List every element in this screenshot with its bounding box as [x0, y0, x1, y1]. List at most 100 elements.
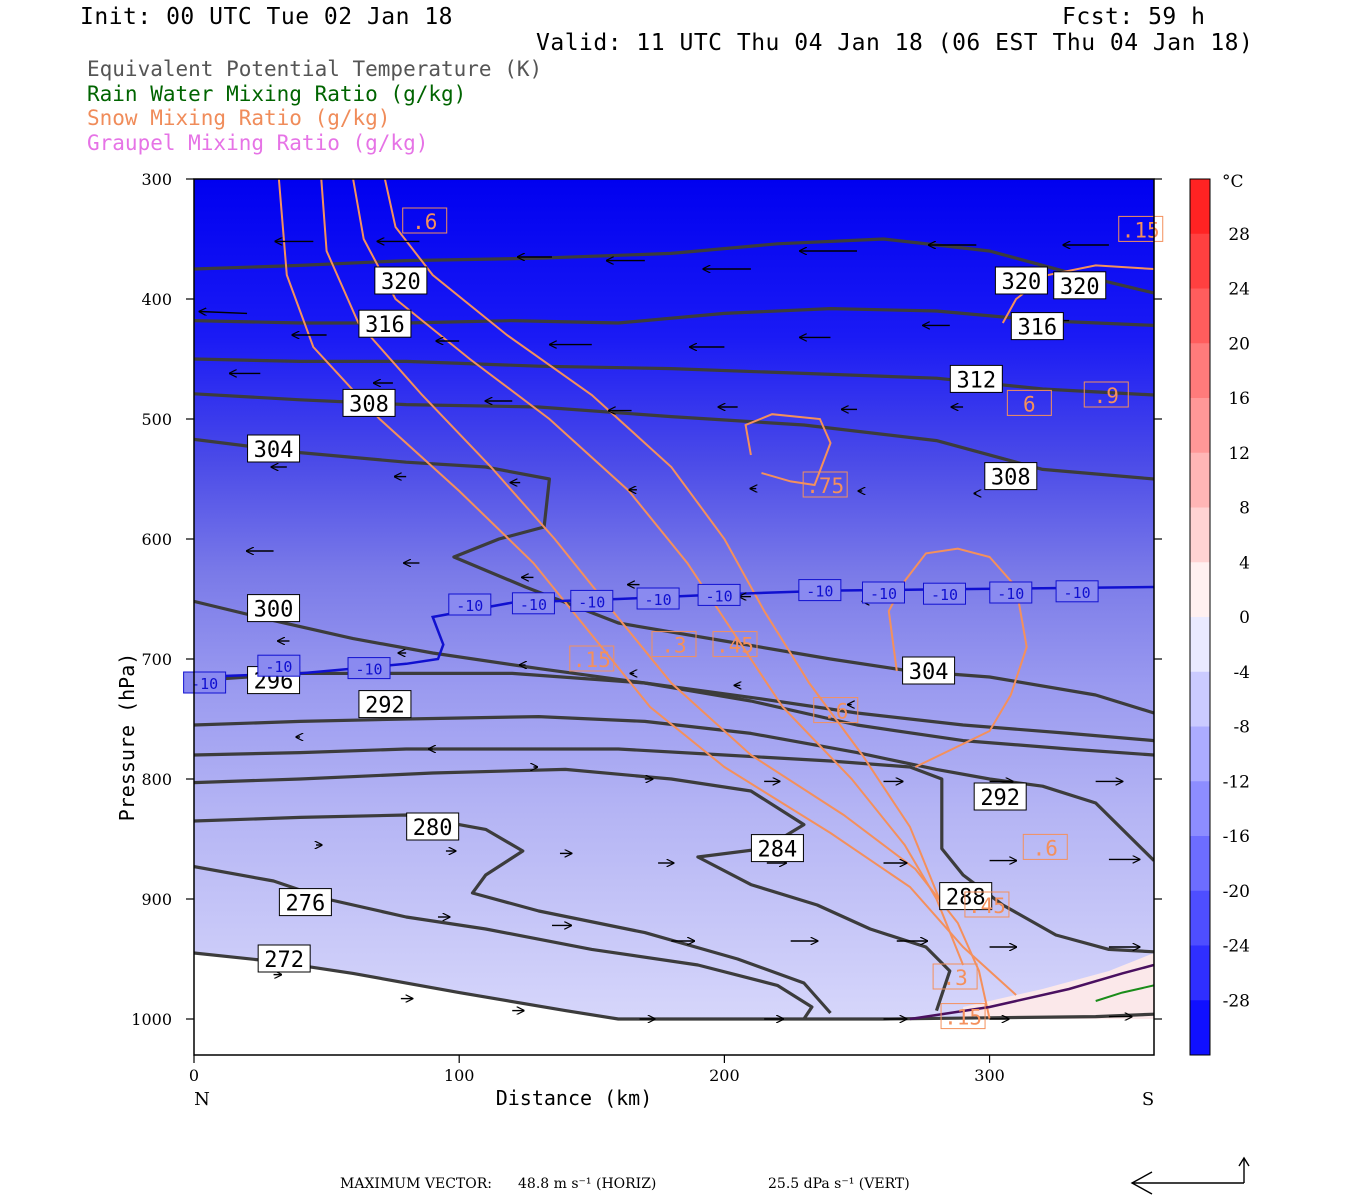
theta-e-label-box: [374, 266, 428, 295]
snow-label-text: .15: [944, 1006, 982, 1030]
isotherm-label-text: -10: [645, 591, 672, 609]
temperature-shading: [194, 179, 1154, 1055]
isotherm-label-box: [697, 583, 741, 606]
snow-label-box: [813, 697, 859, 724]
colorbar-bin: [1190, 507, 1210, 563]
isotherm-label-text: -10: [931, 586, 958, 604]
theta-e-label: 288: [939, 882, 993, 911]
isotherm-label-text: -10: [1064, 584, 1091, 602]
colorbar-tick-label: 28: [1228, 225, 1250, 245]
theta-e-label: 300: [247, 594, 301, 623]
theta-e-label-text: 308: [349, 392, 389, 417]
snow-label-box: [932, 963, 978, 990]
max-vector-label: MAXIMUM VECTOR:: [340, 1176, 492, 1192]
theta-e-label-text: 272: [264, 948, 304, 973]
y-tick-label: 900: [141, 890, 172, 909]
snow-label-box: [651, 631, 697, 658]
theta-e-label-text: 292: [365, 694, 405, 719]
isotherm-label-box: [989, 581, 1033, 604]
snow-label: .45: [712, 631, 758, 658]
legend-snow: Snow Mixing Ratio (g/kg): [87, 106, 391, 130]
snow-label: .9: [1083, 381, 1129, 408]
isotherm-label: -10: [257, 654, 301, 677]
isotherm-label-box: [257, 654, 301, 677]
colorbar-bin: [1190, 343, 1210, 399]
theta-e-label-box: [1053, 271, 1107, 300]
theta-e-label-text: 320: [1002, 270, 1042, 295]
theta-e-label: 280: [406, 812, 460, 841]
theta-e-label-box: [902, 656, 956, 685]
colorbar-tick-label: 4: [1239, 553, 1250, 573]
colorbar-tick-label: -24: [1223, 937, 1250, 957]
snow-label-text: .3: [661, 634, 686, 658]
colorbar-tick-label: 16: [1228, 389, 1250, 409]
wind-vector: [200, 312, 248, 314]
snow-label: .75: [802, 471, 848, 498]
snow-label: .6: [1022, 833, 1068, 860]
y-tick-label: 1000: [131, 1010, 172, 1029]
isotherm-label: -10: [922, 582, 966, 605]
snow-label: .45: [964, 891, 1010, 918]
x-tick-label: 300: [974, 1066, 1005, 1085]
isotherm-label-text: -10: [870, 585, 897, 603]
snow-label-box: [569, 645, 615, 672]
theta-e-label-box: [257, 944, 311, 973]
isotherm-label: -10: [511, 592, 555, 615]
snow-label-box: [940, 1003, 986, 1030]
colorbar-bin: [1190, 1000, 1210, 1056]
y-tick-label: 400: [141, 290, 172, 309]
north-end-label: N: [194, 1089, 210, 1110]
theta-e-label: 316: [358, 309, 412, 338]
theta-e-label-box: [1010, 312, 1064, 341]
snow-label-text: .6: [1033, 836, 1058, 860]
colorbar-tick-label: 12: [1228, 444, 1250, 464]
theta-e-label: 276: [278, 888, 332, 917]
isotherm-label-box: [448, 593, 492, 616]
x-tick-label: 100: [444, 1066, 475, 1085]
isotherm-label: -10: [183, 671, 227, 694]
temperature-colorbar: °C 28 24 20 16 12 8 4 0 -4 -8 -12 -16 -20 -24 -28: [1189, 172, 1250, 1056]
isotherm-label: -10: [448, 593, 492, 616]
isotherm-label-box: [347, 657, 391, 680]
isotherm-label-text: -10: [997, 585, 1024, 603]
theta-e-label: 320: [1053, 271, 1107, 300]
temperature-shading-field: [194, 179, 1154, 1055]
snow-label: .15: [940, 1003, 986, 1030]
theta-e-label-text: 320: [1060, 275, 1100, 300]
theta-e-label-box: [342, 388, 396, 417]
colorbar-tick-label: 20: [1228, 334, 1250, 354]
colorbar-bin: [1190, 945, 1210, 1001]
colorbar-unit: °C: [1222, 172, 1244, 192]
colorbar-bin: [1190, 890, 1210, 946]
theta-e-label-text: 312: [956, 368, 996, 393]
theta-e-contour-316: [194, 307, 1154, 327]
theta-e-label-box: [949, 364, 1003, 393]
theta-e-label: 292: [973, 782, 1027, 811]
colorbar-tick-label: 8: [1239, 499, 1250, 519]
isotherm-label-text: -10: [191, 675, 218, 693]
theta-e-contour-288: [194, 747, 1154, 954]
snow-label-text: .45: [968, 894, 1006, 918]
snow-label: .15: [1118, 215, 1164, 242]
theta-e-label: 320: [374, 266, 428, 295]
theta-e-label-text: 316: [365, 313, 405, 338]
max-horizontal-arrowhead: [1130, 1171, 1153, 1195]
theta-e-label-text: 308: [991, 466, 1031, 491]
y-axis-label: Pressure (hPa): [115, 653, 139, 822]
theta-e-label-text: 276: [286, 892, 326, 917]
snow-label-text: .6: [412, 210, 437, 234]
x-axis-label: Distance (km): [496, 1086, 653, 1110]
colorbar-bin: [1190, 398, 1210, 454]
colorbar-tick-label: -12: [1223, 772, 1250, 792]
theta-e-label-box: [247, 434, 301, 463]
theta-e-label-box: [994, 266, 1048, 295]
colorbar-bin: [1190, 452, 1210, 508]
colorbar-bin: [1190, 726, 1210, 782]
colorbar-tick-label: -28: [1223, 991, 1250, 1011]
colorbar-bin: [1190, 781, 1210, 837]
theta-e-label-text: 284: [758, 838, 798, 863]
x-tick-label: 0: [189, 1066, 199, 1085]
theta-e-label-box: [984, 462, 1038, 491]
isotherm-label-box: [570, 589, 614, 612]
